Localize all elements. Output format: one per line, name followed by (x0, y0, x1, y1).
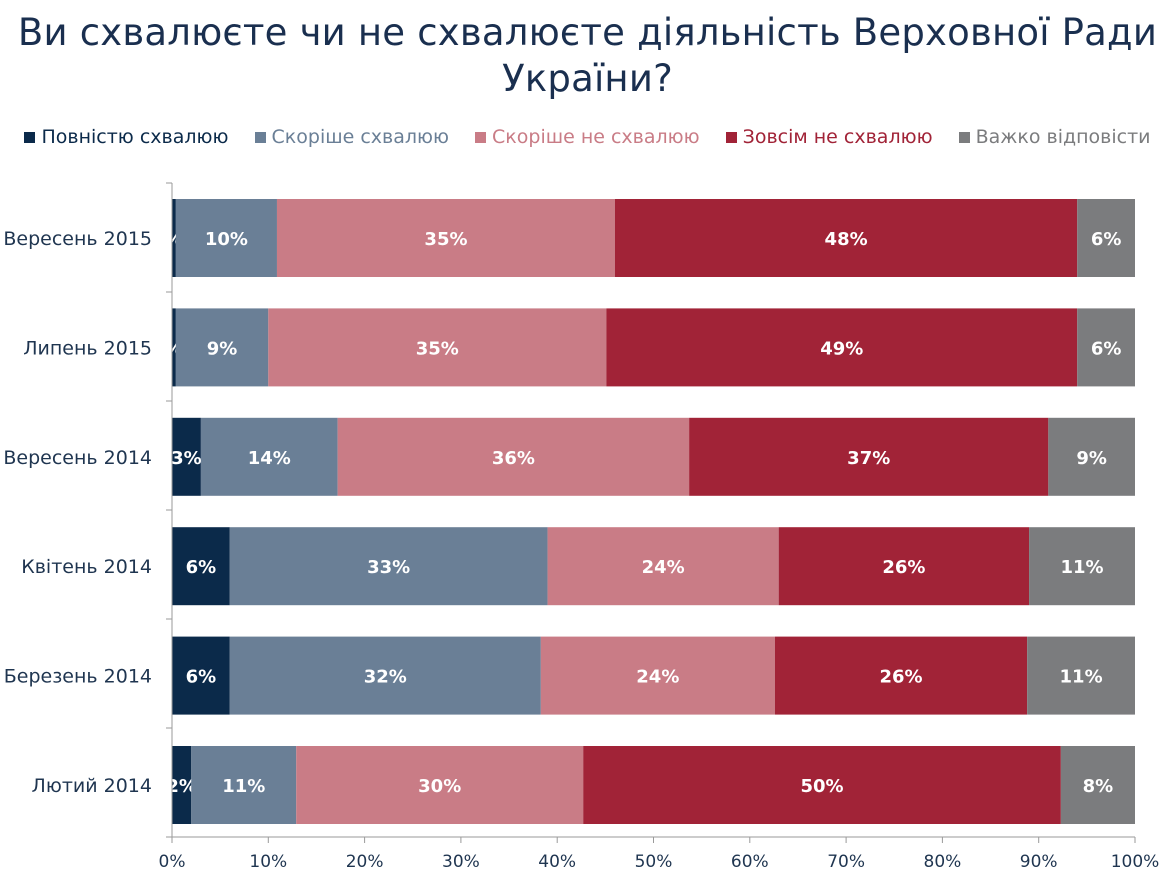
bar-segment-лютий-2014-2 (191, 746, 297, 824)
bar-segment-квітень-2014-3 (547, 527, 779, 606)
bar-segment-вересень-2014-5 (1048, 417, 1135, 496)
bar-segment-липень-2015-1 (172, 308, 176, 387)
bar-segment-березень-2014-4 (774, 636, 1028, 715)
data-label: 2% (166, 776, 197, 797)
chart-title: Ви схвалюєте чи не схвалюєте діяльність … (0, 10, 1175, 102)
legend-label: Важко відповісти (975, 126, 1151, 148)
bar-segment-квітень-2014-4 (778, 527, 1030, 606)
bar-segment-березень-2014-3 (540, 636, 775, 715)
data-label: 8% (1083, 776, 1114, 797)
data-label: 35% (416, 338, 459, 359)
data-label: 10% (205, 229, 248, 250)
data-label: 24% (642, 557, 685, 578)
legend-swatch (24, 131, 36, 143)
bar-segment-березень-2014-5 (1027, 636, 1135, 715)
category-label: Вересень 2015 (3, 228, 152, 250)
x-tick-label: 100% (1111, 852, 1160, 872)
legend-swatch (725, 131, 737, 143)
category-label: Березень 2014 (4, 666, 152, 688)
legend-label: Зовсім не схвалюю (742, 126, 933, 148)
data-label: 49% (820, 338, 863, 359)
bar-segment-лютий-2014-1 (172, 746, 192, 824)
category-label: Лютий 2014 (32, 775, 152, 797)
x-tick-label: 0% (159, 852, 186, 872)
bar-segment-лютий-2014-3 (296, 746, 584, 824)
bar-segment-березень-2014-2 (229, 636, 541, 715)
chart-title-line-2: України? (502, 57, 673, 100)
legend-item: Важко відповісти (958, 126, 1151, 148)
data-label: 37% (847, 448, 890, 469)
bar-segment-липень-2015-4 (606, 308, 1078, 387)
category-label: Квітень 2014 (21, 556, 152, 578)
legend-item: Скоріше схвалюю (254, 126, 450, 148)
data-label: 35% (424, 229, 467, 250)
data-label: 11% (1060, 557, 1103, 578)
bar-segment-вересень-2014-4 (689, 417, 1049, 496)
data-label: 11% (1060, 667, 1103, 688)
bar-segment-квітень-2014-5 (1029, 527, 1135, 606)
chart-title-line-1: Ви схвалюєте чи не схвалюєте діяльність … (17, 11, 1158, 54)
data-label: 26% (879, 667, 922, 688)
legend-item: Зовсім не схвалюю (725, 126, 933, 148)
bar-segment-липень-2015-5 (1077, 308, 1135, 387)
data-label: 6% (1091, 338, 1122, 359)
bar-segment-вересень-2015-3 (276, 199, 615, 277)
legend-label: Повністю схвалюю (41, 126, 229, 148)
legend-item: Повністю схвалюю (24, 126, 229, 148)
bar-segment-липень-2015-2 (175, 308, 269, 387)
x-tick-label: 60% (731, 852, 769, 872)
legend-swatch (958, 131, 970, 143)
chart-legend: Повністю схвалюю Скоріше схвалюю Скоріше н… (0, 126, 1175, 148)
data-label: 24% (636, 667, 679, 688)
category-label: Вересень 2014 (3, 447, 152, 469)
data-label: 6% (186, 667, 217, 688)
bar-segment-вересень-2014-3 (337, 417, 690, 496)
x-tick-label: 20% (346, 852, 384, 872)
bar-segment-вересень-2015-4 (614, 199, 1078, 277)
data-label: 9% (207, 338, 238, 359)
data-label: 32% (364, 667, 407, 688)
bar-segment-лютий-2014-5 (1060, 746, 1135, 824)
category-label: Липень 2015 (23, 337, 152, 359)
data-label: 30% (418, 776, 461, 797)
data-label: 3% (171, 448, 202, 469)
data-label: 6% (186, 557, 217, 578)
bar-segment-вересень-2015-5 (1077, 199, 1135, 277)
bar-segment-березень-2014-1 (172, 636, 230, 715)
x-tick-label: 50% (635, 852, 673, 872)
x-tick-label: 70% (827, 852, 865, 872)
bar-segment-квітень-2014-2 (229, 527, 548, 606)
legend-item: Скоріше не схвалюю (475, 126, 700, 148)
data-label: 26% (882, 557, 925, 578)
data-label: 48% (825, 229, 868, 250)
data-label: 50% (800, 776, 843, 797)
x-tick-label: 30% (442, 852, 480, 872)
x-tick-label: 10% (249, 852, 287, 872)
bar-segment-вересень-2014-2 (200, 417, 338, 496)
bar-segment-лютий-2014-4 (583, 746, 1061, 824)
data-label: 9% (1076, 448, 1107, 469)
data-label: 11% (222, 776, 265, 797)
legend-swatch (475, 131, 487, 143)
data-label: 36% (492, 448, 535, 469)
bar-segment-вересень-2015-1 (172, 199, 176, 277)
data-label: 33% (367, 557, 410, 578)
x-tick-label: 80% (924, 852, 962, 872)
bar-segment-квітень-2014-1 (172, 527, 230, 606)
data-label: 14% (248, 448, 291, 469)
data-label: 6% (1091, 229, 1122, 250)
legend-label: Скоріше не схвалюю (492, 126, 700, 148)
x-tick-label: 90% (1020, 852, 1058, 872)
x-tick-label: 40% (538, 852, 576, 872)
bar-segment-липень-2015-3 (268, 308, 607, 387)
bar-segment-вересень-2014-1 (172, 417, 201, 496)
bar-segment-вересень-2015-2 (175, 199, 277, 277)
legend-label: Скоріше схвалюю (271, 126, 450, 148)
legend-swatch (254, 131, 266, 143)
